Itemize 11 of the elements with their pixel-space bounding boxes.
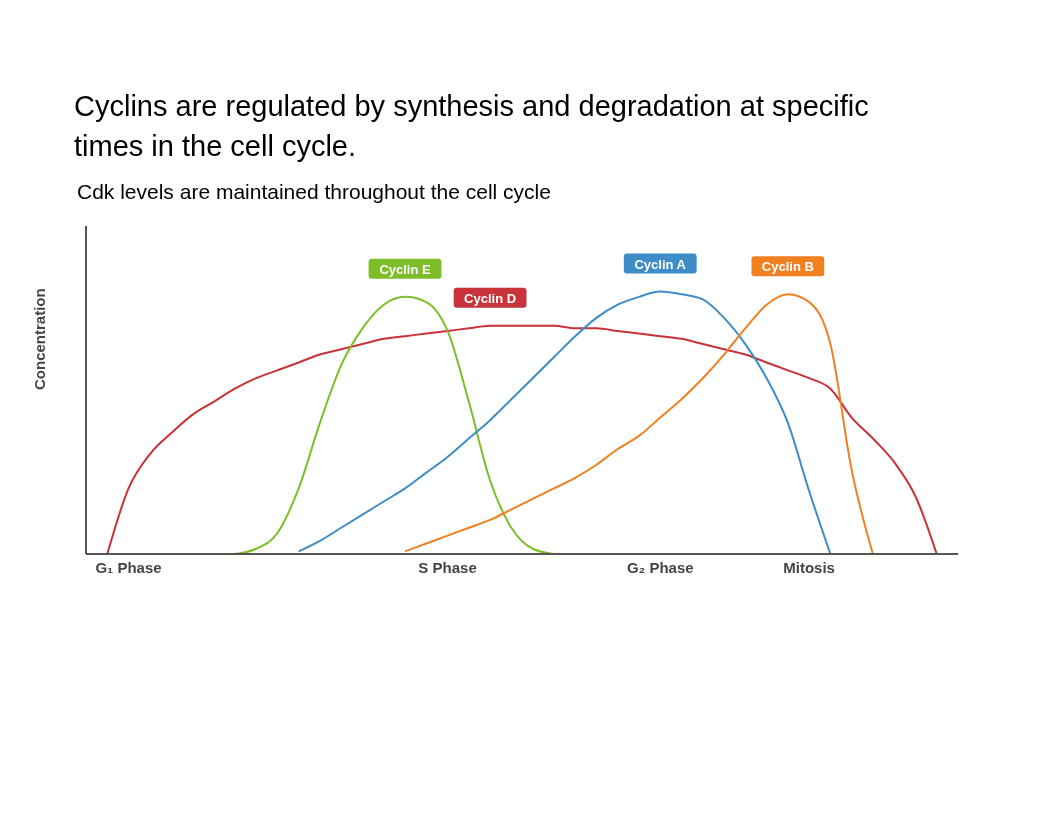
text: Cyclin B [761,259,814,275]
chart-subtitle: Cdk levels are maintained throughout the cell cycle [77,180,552,204]
chart-title: Cyclins are regulated by synthesis and degradation at specific times in the cell cycle. [74,89,870,164]
x-tick-label: Mitosis [783,558,835,576]
x-tick-label: G₂ Phase [626,558,694,576]
x-tick-label: S Phase [418,558,477,576]
x-tick-label: G₁ Phase [95,558,162,576]
series-label: Cyclin D [464,290,517,306]
series-label: Cyclin A [634,256,687,272]
series-label: Cyclin E [379,261,431,277]
y-axis-title: Concentration [31,288,49,390]
